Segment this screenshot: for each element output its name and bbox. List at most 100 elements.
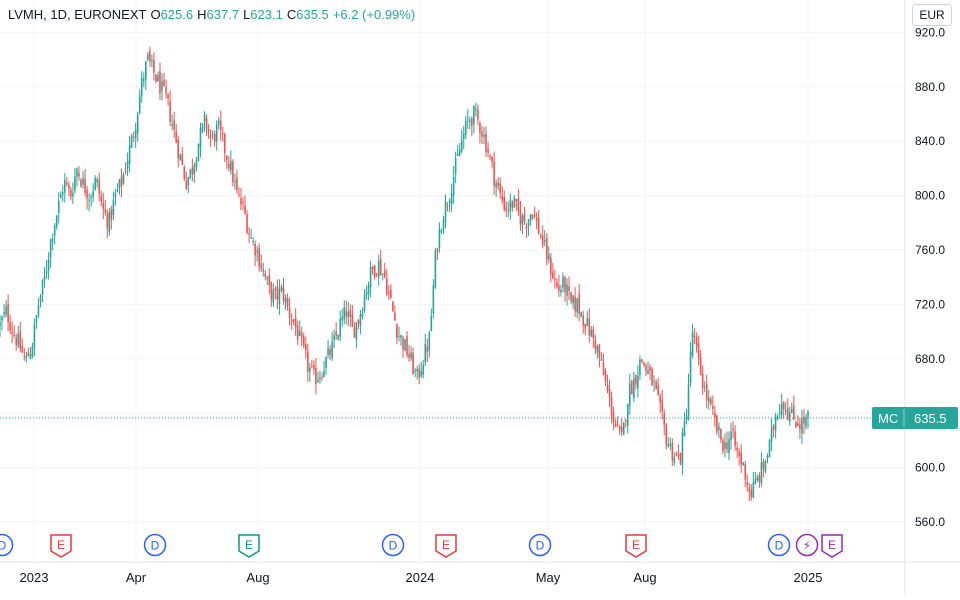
candle-body[interactable] [3,312,5,315]
candle-body[interactable] [547,254,550,260]
candles[interactable] [0,46,809,502]
candle-body[interactable] [45,270,48,274]
candle-body[interactable] [13,334,15,337]
candle-body[interactable] [41,279,44,296]
candle-body[interactable] [215,124,218,142]
candle-body[interactable] [377,260,380,278]
candle-body[interactable] [560,290,562,293]
candle-body[interactable] [754,479,757,484]
candle-body[interactable] [675,453,678,455]
candle-body[interactable] [284,297,287,304]
candle-body[interactable] [59,194,62,199]
candle-body[interactable] [770,428,773,442]
candle-body[interactable] [309,367,311,373]
candle-body[interactable] [659,395,661,403]
candle-body[interactable] [252,240,254,242]
dividend-marker[interactable] [143,533,167,557]
candle-body[interactable] [76,168,78,177]
candle-body[interactable] [341,316,344,321]
candle-body[interactable] [517,198,520,212]
candle-body[interactable] [300,333,303,338]
candle-body[interactable] [262,269,265,272]
candle-body[interactable] [799,424,801,430]
candle-body[interactable] [19,330,22,349]
candle-body[interactable] [602,363,605,375]
candle-body[interactable] [776,416,779,420]
candle-body[interactable] [244,205,246,214]
candle-body[interactable] [248,233,250,235]
candle-body[interactable] [74,176,76,191]
candle-body[interactable] [21,346,24,353]
candle-body[interactable] [752,482,755,498]
candle-body[interactable] [317,379,319,383]
candle-body[interactable] [381,273,384,275]
candle-body[interactable] [562,276,564,288]
candle-body[interactable] [572,295,574,304]
candle-body[interactable] [61,192,64,195]
candle-body[interactable] [483,134,485,137]
candle-body[interactable] [454,158,457,174]
candle-body[interactable] [550,257,552,275]
candle-body[interactable] [440,230,443,233]
candle-body[interactable] [138,95,141,114]
candle-body[interactable] [280,286,283,291]
candle-body[interactable] [722,440,724,452]
candle-body[interactable] [742,462,744,466]
candle-body[interactable] [169,101,171,122]
candle-body[interactable] [207,129,210,132]
candle-body[interactable] [691,331,694,356]
candle-body[interactable] [104,209,107,213]
candle-body[interactable] [580,312,582,317]
candle-body[interactable] [768,439,771,458]
candle-body[interactable] [420,371,423,376]
candle-body[interactable] [537,217,540,234]
candle-body[interactable] [663,412,666,426]
candle-body[interactable] [191,167,194,175]
symbol-info[interactable]: LVMH, 1D, EURONEXT [8,7,147,22]
candle-body[interactable] [209,135,212,138]
candle-body[interactable] [669,443,672,446]
candle-body[interactable] [27,352,30,357]
candle-body[interactable] [452,177,455,196]
candle-body[interactable] [288,308,291,318]
candle-body[interactable] [533,214,536,216]
candle-body[interactable] [523,214,526,223]
candle-body[interactable] [693,335,696,337]
candle-body[interactable] [432,285,435,314]
candle-body[interactable] [780,403,783,416]
candle-body[interactable] [566,284,568,296]
candle-body[interactable] [98,179,101,195]
candle-body[interactable] [438,229,441,249]
candle-body[interactable] [784,410,787,412]
candle-body[interactable] [1,317,3,321]
candle-body[interactable] [667,444,670,447]
earnings-marker[interactable] [625,534,647,558]
candle-body[interactable] [383,270,386,278]
candle-body[interactable] [726,442,728,450]
candle-body[interactable] [217,120,220,125]
candle-body[interactable] [665,424,668,445]
candle-body[interactable] [80,179,82,187]
candle-body[interactable] [701,373,704,389]
candle-body[interactable] [495,182,497,188]
candle-body[interactable] [428,332,431,351]
candle-body[interactable] [720,428,722,440]
candle-body[interactable] [112,200,115,216]
candle-body[interactable] [471,118,473,126]
candle-body[interactable] [786,408,789,420]
candle-body[interactable] [647,370,649,374]
candle-body[interactable] [363,295,366,312]
candle-body[interactable] [49,239,52,258]
candle-body[interactable] [250,237,252,239]
candle-body[interactable] [118,179,121,188]
candle-body[interactable] [513,197,516,208]
candle-body[interactable] [114,192,117,197]
candle-body[interactable] [515,198,518,202]
candle-body[interactable] [412,352,414,375]
candle-body[interactable] [359,314,362,327]
candle-body[interactable] [0,321,1,327]
candle-body[interactable] [750,490,753,498]
candle-body[interactable] [55,215,58,227]
candle-body[interactable] [507,210,510,212]
candle-body[interactable] [436,248,439,252]
